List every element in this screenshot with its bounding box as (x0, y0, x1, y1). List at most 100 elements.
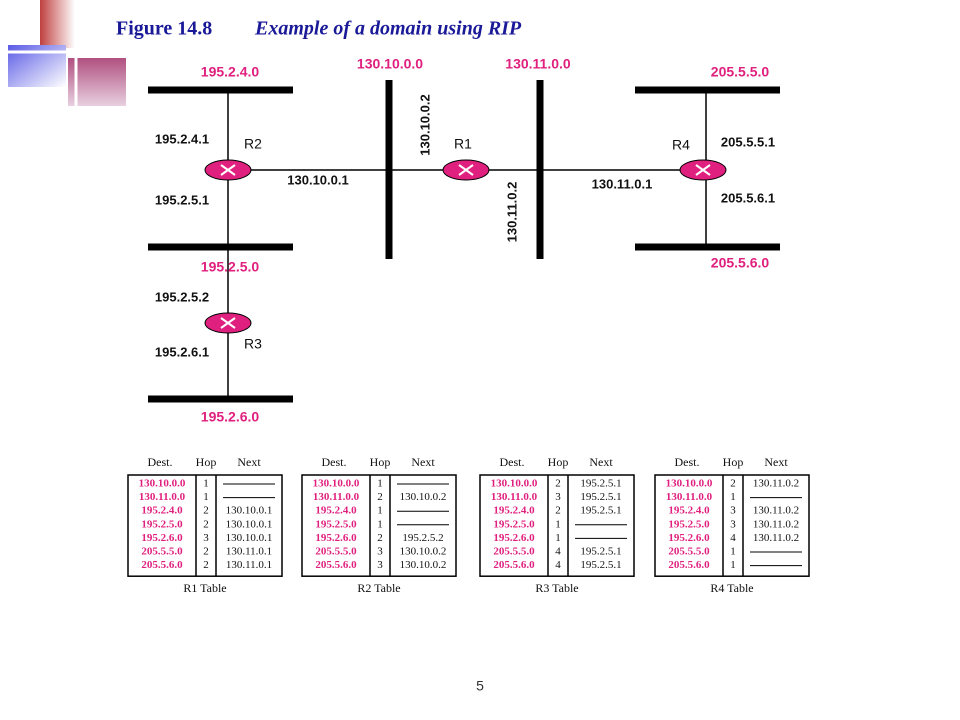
table-header: Dest. (500, 455, 525, 469)
table-border (479, 474, 635, 577)
hop-cell: 1 (730, 491, 736, 503)
routing-tables: Dest. Hop Next 130.10.0.0 1 130.11.0.0 1 195.2.… (127, 455, 810, 595)
interface-label: 130.11.0.2 (504, 182, 519, 243)
interface-label: 195.2.4.1 (155, 131, 209, 146)
network-label: 205.5.5.0 (711, 64, 770, 80)
next-cell: 195.2.5.1 (580, 505, 621, 517)
table-caption: R1 Table (183, 581, 226, 595)
interface-label: 130.11.0.1 (592, 176, 653, 191)
dest-cell: 195.2.5.0 (315, 518, 357, 530)
hop-cell: 1 (730, 559, 736, 571)
routing-table: Dest. Hop Next 130.10.0.0 2 195.2.5.1 130.11.0… (479, 455, 635, 595)
dest-cell: 130.11.0.0 (666, 491, 713, 503)
hop-cell: 2 (203, 518, 209, 530)
hop-cell: 1 (555, 532, 561, 544)
table-header: Next (411, 455, 435, 469)
interface-label: 205.5.5.1 (721, 134, 775, 149)
routing-table: Dest. Hop Next 130.10.0.0 1 130.11.0.0 2 130.10… (301, 455, 457, 595)
next-cell: 130.11.0.2 (753, 532, 799, 544)
dest-cell: 195.2.4.0 (668, 505, 710, 517)
next-cell: 195.2.5.1 (580, 478, 621, 490)
dest-cell: 130.11.0.0 (491, 491, 538, 503)
next-cell: 130.10.0.1 (226, 505, 273, 517)
hop-cell: 2 (377, 491, 383, 503)
dest-cell: 195.2.4.0 (493, 505, 535, 517)
figure-title: Example of a domain using RIP (254, 18, 522, 40)
next-cell: 195.2.5.2 (402, 532, 443, 544)
next-cell: 195.2.5.1 (580, 546, 621, 558)
dest-cell: 130.10.0.0 (666, 478, 713, 490)
hop-cell: 3 (377, 546, 383, 558)
hop-cell: 4 (555, 546, 561, 558)
dest-cell: 195.2.6.0 (493, 532, 535, 544)
dest-cell: 195.2.6.0 (141, 532, 183, 544)
interface-label: 195.2.5.2 (155, 289, 209, 304)
diagram: 195.2.4.0 195.2.5.0 195.2.6.0 130.10.0.0 130… (148, 56, 780, 425)
table-header: Next (589, 455, 613, 469)
hop-cell: 1 (377, 518, 383, 530)
next-cell: 130.11.0.1 (226, 546, 272, 558)
interface-label: 195.2.6.1 (155, 344, 209, 359)
dest-cell: 205.5.5.0 (668, 546, 710, 558)
hop-cell: 2 (730, 478, 736, 490)
next-cell: 130.11.0.2 (753, 505, 799, 517)
hop-cell: 2 (203, 505, 209, 517)
hop-cell: 1 (377, 478, 383, 490)
hop-cell: 3 (377, 559, 383, 571)
network-label: 130.11.0.0 (505, 56, 571, 72)
dest-cell: 195.2.6.0 (315, 532, 357, 544)
hop-cell: 3 (730, 505, 736, 517)
dest-cell: 195.2.6.0 (668, 532, 710, 544)
network-label: 195.2.4.0 (201, 64, 260, 80)
network-label: 195.2.6.0 (201, 409, 260, 425)
router-label: R1 (454, 136, 472, 152)
router-label: R2 (244, 136, 262, 152)
dest-cell: 205.5.6.0 (493, 559, 535, 571)
network-label: 205.5.6.0 (711, 255, 770, 271)
table-header: Hop (548, 455, 569, 469)
network-label: 195.2.5.0 (201, 259, 260, 275)
dest-cell: 205.5.5.0 (141, 546, 183, 558)
hop-cell: 2 (377, 532, 383, 544)
table-header: Hop (723, 455, 744, 469)
hop-cell: 2 (555, 478, 561, 490)
page-number: 5 (476, 678, 484, 694)
hop-cell: 3 (730, 518, 736, 530)
next-cell: 130.10.0.2 (400, 546, 447, 558)
deco-square (68, 58, 126, 106)
next-cell: 130.10.0.1 (226, 532, 273, 544)
interface-label: 130.10.0.1 (287, 172, 348, 187)
table-border (654, 474, 810, 577)
table-caption: R2 Table (357, 581, 400, 595)
dest-cell: 205.5.6.0 (141, 559, 183, 571)
dest-cell: 130.10.0.0 (313, 478, 360, 490)
dest-cell: 195.2.5.0 (141, 518, 183, 530)
next-cell: 130.10.0.2 (400, 559, 447, 571)
hop-cell: 3 (203, 532, 209, 544)
table-header: Next (237, 455, 261, 469)
router-cross (220, 164, 236, 176)
table-header: Dest. (675, 455, 700, 469)
dest-cell: 195.2.4.0 (315, 505, 357, 517)
table-caption: R3 Table (535, 581, 578, 595)
table-header: Dest. (322, 455, 347, 469)
figure-number: Figure 14.8 (116, 18, 212, 40)
hop-cell: 1 (555, 518, 561, 530)
hop-cell: 3 (555, 491, 561, 503)
next-cell: 195.2.5.1 (580, 559, 621, 571)
dest-cell: 205.5.6.0 (315, 559, 357, 571)
hop-cell: 4 (730, 532, 736, 544)
network-label: 130.10.0.0 (357, 56, 423, 72)
dest-cell: 195.2.4.0 (141, 505, 183, 517)
interface-label: 195.2.5.1 (155, 192, 209, 207)
table-caption: R4 Table (710, 581, 753, 595)
hop-cell: 1 (203, 478, 209, 490)
interface-label: 205.5.6.1 (721, 190, 775, 205)
dest-cell: 205.5.5.0 (493, 546, 535, 558)
decoration (0, 0, 128, 106)
hop-cell: 2 (555, 505, 561, 517)
dest-cell: 195.2.5.0 (668, 518, 710, 530)
table-header: Hop (370, 455, 391, 469)
